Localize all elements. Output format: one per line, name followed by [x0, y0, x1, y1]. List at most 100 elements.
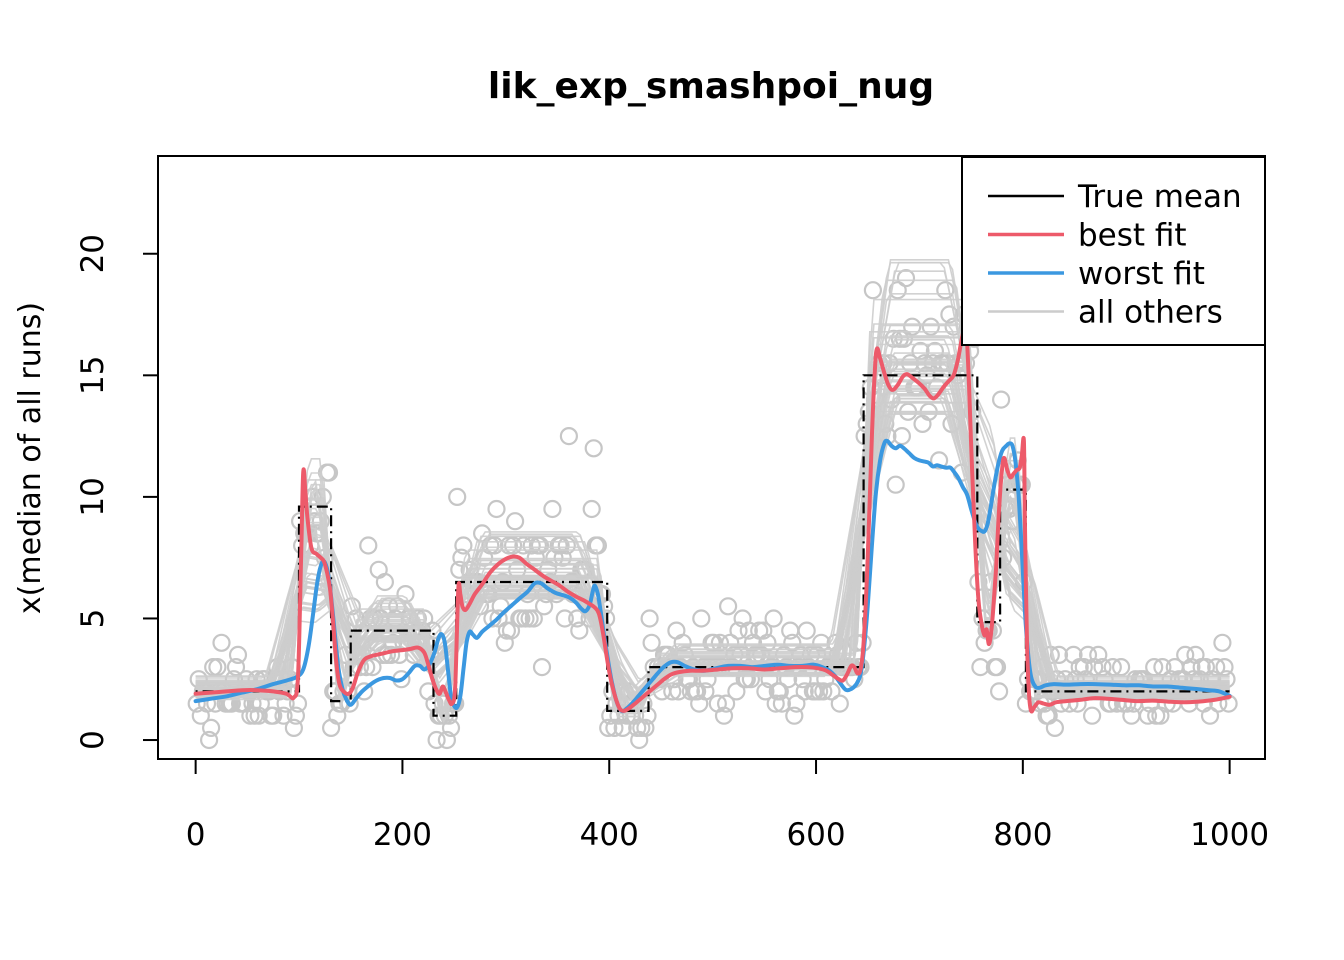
- scatter-point: [772, 694, 792, 713]
- x-tick-label: 800: [993, 817, 1052, 853]
- scatter-point: [721, 633, 740, 652]
- scatter-point: [814, 682, 833, 701]
- scatter-point: [1089, 645, 1108, 665]
- scatter-point: [636, 718, 655, 738]
- y-tick-label: 15: [75, 356, 111, 395]
- scatter-point: [785, 706, 804, 725]
- scatter-point: [766, 694, 785, 713]
- scatter-point: [1200, 706, 1220, 725]
- scatter-point: [605, 718, 624, 738]
- scatter-point: [642, 633, 661, 652]
- scatter-point: [787, 694, 806, 713]
- scatter-point: [288, 694, 308, 713]
- scatter-point: [714, 706, 734, 725]
- scatter-point: [894, 329, 914, 348]
- scatter-point: [582, 499, 601, 519]
- scatter-point: [543, 499, 562, 519]
- scatter-point: [921, 317, 940, 336]
- plot-frame: [157, 155, 1266, 760]
- legend-entry-label: worst fit: [1078, 256, 1205, 292]
- scatter-point: [710, 633, 730, 652]
- scatter-point: [485, 536, 504, 555]
- scatter-point: [427, 730, 446, 750]
- worst-fit-line: [193, 438, 1232, 714]
- scatter-point: [764, 609, 783, 628]
- x-tick-label: 400: [580, 817, 639, 853]
- scatter-point: [489, 609, 508, 628]
- x-tick-label: 0: [186, 817, 206, 853]
- y-tick-label: 10: [75, 477, 111, 516]
- scatter-point: [797, 621, 816, 640]
- y-axis-label: x(median of all runs): [13, 302, 48, 614]
- scatter-point: [1215, 657, 1234, 677]
- other-run-line: [195, 293, 1230, 697]
- scatter-point: [530, 536, 550, 555]
- scatter-point: [1207, 657, 1226, 677]
- scatter-point: [673, 633, 692, 652]
- scatter-point: [1085, 657, 1104, 677]
- scatter-point: [212, 633, 231, 652]
- scatter-point: [570, 621, 589, 640]
- scatter-point: [758, 633, 777, 652]
- scatter-point: [754, 621, 773, 640]
- other-run-line: [195, 373, 1230, 713]
- scatter-point: [795, 682, 814, 701]
- scatter-point: [940, 305, 959, 324]
- other-run-line: [195, 259, 1230, 689]
- scatter-point: [739, 621, 758, 640]
- x-tick-label: 600: [786, 817, 845, 853]
- lines-layer: [193, 324, 1232, 717]
- scatter-point: [375, 572, 394, 592]
- scatter-point: [328, 706, 347, 725]
- scatter-point: [929, 451, 949, 470]
- x-tick-label: 1000: [1190, 817, 1269, 853]
- scatter-point: [687, 682, 707, 701]
- scatter-point: [888, 281, 907, 300]
- scatter-point: [936, 281, 955, 300]
- scatter-point: [1182, 657, 1201, 677]
- legend-entry-label: True mean: [1077, 179, 1242, 215]
- scatter-point: [584, 439, 603, 458]
- scatter-point: [756, 682, 775, 701]
- scatter-point: [1103, 657, 1122, 677]
- scatter-point: [355, 682, 374, 701]
- scatter-point: [441, 718, 461, 738]
- scatter-point: [696, 682, 715, 701]
- scatter-point: [987, 657, 1007, 677]
- scatter-point: [991, 390, 1011, 409]
- scatter-point: [1138, 706, 1158, 725]
- legend-entry-label: best fit: [1078, 218, 1187, 254]
- scatter-point: [783, 633, 802, 652]
- scatter-point: [200, 730, 219, 750]
- scatter-point: [274, 706, 293, 725]
- scatter-point: [226, 657, 246, 677]
- scatter-point: [487, 499, 506, 519]
- scatter-point: [448, 487, 467, 506]
- scatter-point: [1213, 633, 1232, 652]
- scatter-point: [718, 597, 738, 616]
- scatter-point: [396, 584, 415, 604]
- scatter-point: [729, 621, 748, 640]
- scatter-point: [249, 706, 268, 725]
- scatter-point: [359, 536, 378, 555]
- scatter-point: [228, 645, 248, 665]
- scatter-point: [896, 269, 916, 288]
- scatter-point: [557, 536, 576, 555]
- scatter-point: [208, 657, 227, 677]
- scatter-point: [886, 475, 905, 494]
- scatter-point: [1093, 657, 1112, 677]
- scatter-point: [522, 536, 541, 555]
- scatter-point: [1145, 657, 1164, 677]
- scatter-point: [640, 609, 659, 628]
- scatter-point: [505, 512, 525, 531]
- scatter-point: [437, 730, 456, 750]
- y-tick-label: 5: [75, 609, 111, 629]
- scatter-point: [284, 718, 303, 738]
- scatter-point: [1082, 706, 1102, 725]
- best-fit-line: [193, 324, 1232, 714]
- scatter-point: [1045, 718, 1065, 738]
- legend-entry-label: all others: [1078, 295, 1223, 331]
- scatter-point: [692, 609, 711, 628]
